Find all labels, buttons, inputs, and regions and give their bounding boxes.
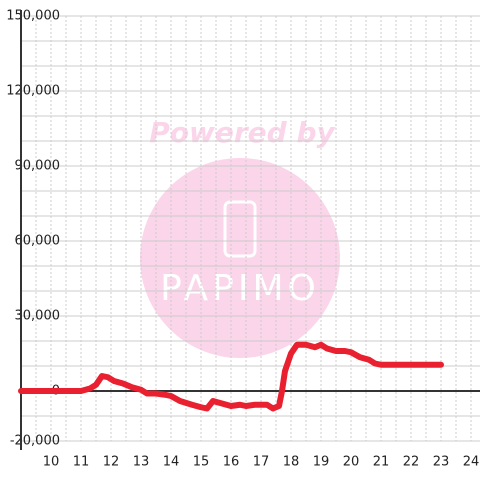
y-tick-label: 30,000 xyxy=(15,309,61,324)
watermark-circle xyxy=(140,158,340,358)
x-tick-label: 14 xyxy=(163,455,180,470)
x-tick-label: 22 xyxy=(403,455,420,470)
line xyxy=(18,341,444,412)
logo-text: PAPIMO xyxy=(160,268,320,309)
x-tick-label: 17 xyxy=(253,455,270,470)
y-tick-label: 150,000 xyxy=(6,9,60,24)
x-tick-label: 19 xyxy=(313,455,330,470)
x-tick-label: 21 xyxy=(373,455,390,470)
logo-icon xyxy=(223,200,257,258)
x-tick-label: 23 xyxy=(433,455,450,470)
x-tick-label: 16 xyxy=(223,455,240,470)
x-tick-label: 20 xyxy=(343,455,360,470)
x-tick-label: 12 xyxy=(103,455,120,470)
x-tick-label: 15 xyxy=(193,455,210,470)
x-tick-label: 10 xyxy=(43,455,60,470)
x-tick-label: 24 xyxy=(463,455,480,470)
y-tick-label: -20,000 xyxy=(10,434,60,449)
y-tick-label: 60,000 xyxy=(15,234,61,249)
watermark-text: Powered by xyxy=(149,116,336,149)
x-tick-label: 13 xyxy=(133,455,150,470)
y-tick-label: 120,000 xyxy=(6,84,60,99)
x-tick-label: 11 xyxy=(73,455,90,470)
y-tick-label: 90,000 xyxy=(15,159,61,174)
x-tick-label: 18 xyxy=(283,455,300,470)
